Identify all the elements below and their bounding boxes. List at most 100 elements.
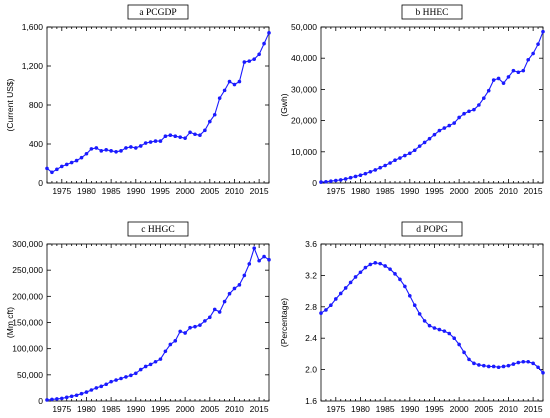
data-point — [267, 31, 271, 35]
panel-title-text: a PCGDP — [139, 8, 176, 18]
data-point — [129, 145, 133, 149]
plot-frame — [320, 243, 544, 402]
data-point — [104, 382, 108, 387]
data-point — [516, 70, 521, 75]
series-line — [46, 246, 270, 401]
data-point — [452, 336, 457, 341]
data-point — [422, 319, 427, 323]
data-point — [242, 273, 247, 278]
data-point — [173, 134, 178, 138]
x-tick-label: 2000 — [176, 186, 195, 196]
data-point — [198, 323, 202, 327]
data-point — [257, 52, 261, 57]
panel-title: d POPG — [401, 221, 463, 237]
data-point — [477, 363, 481, 367]
y-tick-label: 20,000 — [291, 116, 317, 126]
x-tick-label: 2010 — [499, 186, 518, 196]
data-point — [482, 96, 486, 100]
data-point — [393, 272, 397, 276]
plot-frame — [320, 26, 544, 184]
data-point — [158, 357, 163, 361]
data-point — [99, 149, 104, 153]
data-point — [491, 78, 496, 82]
data-point — [247, 262, 252, 266]
y-axis-title: (Percentage) — [279, 298, 289, 347]
data-point — [198, 133, 202, 138]
data-point — [427, 323, 432, 328]
y-tick-label: 40,000 — [291, 53, 317, 63]
x-tick-label: 1990 — [126, 186, 145, 196]
data-point — [124, 146, 128, 150]
data-point — [408, 151, 412, 156]
data-point — [74, 158, 79, 163]
data-point — [442, 126, 447, 130]
x-tick-label: 2015 — [250, 404, 269, 414]
x-tick-label: 1995 — [151, 186, 170, 196]
data-point — [388, 161, 392, 165]
data-point — [55, 167, 59, 172]
data-point — [526, 359, 530, 364]
data-point — [99, 384, 104, 389]
panel-title: b HHEC — [401, 4, 463, 20]
data-point — [50, 170, 54, 175]
data-point — [363, 171, 368, 176]
data-point — [94, 146, 99, 150]
data-point — [373, 261, 378, 265]
x-tick-label: 1990 — [400, 404, 419, 414]
series-line — [320, 31, 544, 183]
data-point — [109, 379, 113, 384]
data-point — [168, 133, 173, 138]
x-tick-label: 2015 — [524, 186, 543, 196]
x-tick-label: 2000 — [176, 404, 195, 414]
data-point — [222, 299, 227, 304]
data-point — [447, 123, 452, 128]
y-tick-label: 2.0 — [305, 365, 317, 375]
data-point — [222, 88, 227, 93]
data-point — [84, 390, 89, 394]
data-point — [247, 59, 252, 63]
y-tick-label: 2.8 — [305, 302, 317, 312]
data-point — [319, 311, 323, 315]
data-point — [378, 261, 383, 266]
panel-title: a PCGDP — [127, 4, 189, 20]
data-point — [173, 339, 178, 343]
data-point — [119, 149, 123, 153]
x-tick-label: 2010 — [225, 404, 244, 414]
data-point — [119, 376, 123, 381]
data-point — [432, 132, 437, 137]
data-point — [452, 121, 457, 125]
data-point — [153, 139, 158, 143]
x-tick-label: 1985 — [102, 186, 121, 196]
x-tick-label: 1980 — [77, 404, 96, 414]
y-tick-label: 3.2 — [305, 270, 317, 280]
data-point — [324, 179, 328, 184]
data-point — [486, 88, 491, 93]
y-tick-label: 0 — [312, 178, 317, 188]
data-point — [329, 303, 333, 308]
data-point — [227, 79, 232, 84]
y-tick-label: 2.4 — [305, 333, 317, 343]
data-point — [521, 68, 526, 73]
data-point — [50, 397, 54, 402]
data-point — [183, 136, 187, 140]
data-point — [267, 257, 271, 262]
y-tick-label: 1.6 — [305, 396, 317, 406]
data-point — [69, 160, 74, 165]
x-tick-label: 1975 — [52, 186, 71, 196]
data-point — [408, 294, 412, 298]
panel-title-box — [127, 221, 189, 237]
data-point — [237, 79, 242, 84]
data-point — [178, 135, 182, 139]
panel-title-text: b HHEC — [416, 8, 449, 18]
data-point — [531, 51, 535, 56]
data-point — [501, 81, 506, 85]
data-point — [383, 264, 387, 268]
data-point — [153, 359, 158, 364]
data-point — [104, 148, 108, 152]
data-point — [496, 76, 501, 81]
data-point — [541, 29, 545, 34]
data-point — [486, 364, 491, 369]
data-point — [212, 112, 217, 117]
data-point — [217, 96, 222, 100]
